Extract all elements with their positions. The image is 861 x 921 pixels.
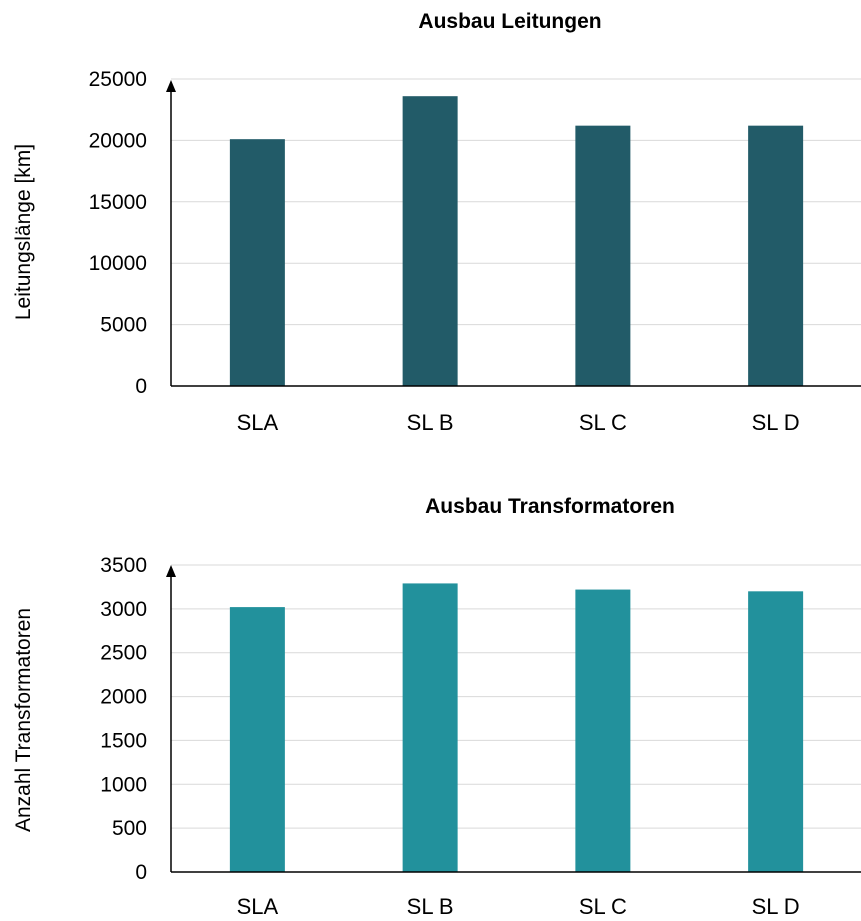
line-length-chart: Ausbau Leitungen Leitungslänge [km] 0 500… [12, 10, 861, 435]
chart-title: Ausbau Transformatoren [425, 495, 675, 518]
y-tick-label: 1500 [100, 729, 147, 752]
y-axis-arrow [166, 80, 176, 92]
y-tick-label: 500 [112, 817, 147, 840]
y-tick-label: 15000 [89, 191, 147, 214]
transformer-count-chart: Ausbau Transformatoren Anzahl Transforma… [12, 495, 861, 919]
x-tick-label: SL B [407, 410, 454, 435]
y-tick-label: 5000 [100, 314, 147, 337]
bar-sla [229, 139, 285, 386]
x-tick-label: SL D [752, 410, 800, 435]
y-tick-label: 2500 [100, 642, 147, 665]
x-tick-label: SL B [407, 894, 454, 919]
bar-sl-c [575, 589, 631, 872]
bar-sl-b [402, 96, 458, 386]
y-tick-label: 3000 [100, 598, 147, 621]
bar-sl-b [402, 583, 458, 872]
y-tick-label: 1000 [100, 773, 147, 796]
y-tick-label: 3500 [100, 554, 147, 577]
bar-sla [229, 607, 285, 872]
x-tick-label: SLA [237, 894, 279, 919]
y-tick-label: 2000 [100, 686, 147, 709]
x-tick-label: SLA [237, 410, 279, 435]
bar-sl-d [748, 125, 804, 386]
bar-sl-d [748, 591, 804, 872]
y-tick-label: 0 [135, 375, 147, 398]
x-tick-label: SL C [579, 894, 627, 919]
y-axis-arrow [166, 565, 176, 577]
bar-sl-c [575, 125, 631, 386]
x-tick-label: SL D [752, 894, 800, 919]
y-axis-label: Anzahl Transformatoren [12, 608, 35, 832]
y-tick-label: 25000 [89, 68, 147, 91]
y-tick-label: 10000 [89, 252, 147, 275]
chart-title: Ausbau Leitungen [418, 10, 601, 33]
y-tick-label: 20000 [89, 129, 147, 152]
x-tick-label: SL C [579, 410, 627, 435]
y-tick-label: 0 [135, 861, 147, 884]
y-axis-label: Leitungslänge [km] [12, 144, 35, 320]
